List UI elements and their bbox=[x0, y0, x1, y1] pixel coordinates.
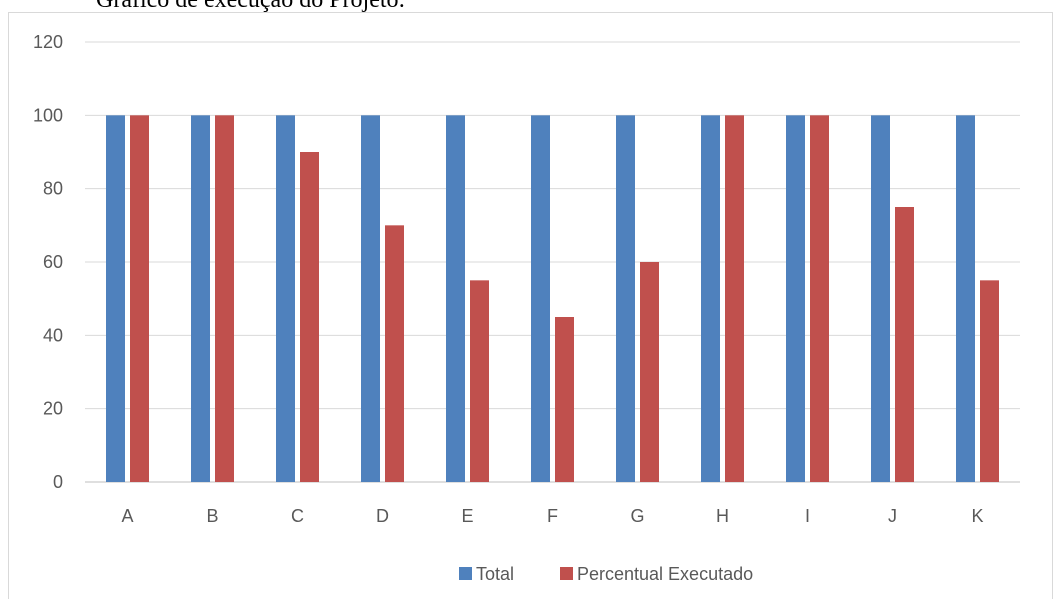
x-tick-label: A bbox=[121, 506, 133, 526]
bar-percentual-executado-k bbox=[980, 280, 999, 482]
y-tick-label: 0 bbox=[53, 472, 63, 492]
bar-total-d bbox=[361, 115, 380, 482]
bar-total-f bbox=[531, 115, 550, 482]
bar-percentual-executado-i bbox=[810, 115, 829, 482]
y-tick-label: 40 bbox=[43, 325, 63, 345]
y-tick-label: 100 bbox=[33, 105, 63, 125]
bar-percentual-executado-d bbox=[385, 225, 404, 483]
x-tick-label: E bbox=[461, 506, 473, 526]
x-tick-label: F bbox=[547, 506, 558, 526]
bar-percentual-executado-j bbox=[895, 207, 914, 482]
x-axis: A B C D E F G H I J K bbox=[121, 506, 983, 526]
x-tick-label: J bbox=[888, 506, 897, 526]
bar-total-a bbox=[106, 115, 125, 482]
y-axis: 0 20 40 60 80 100 120 bbox=[33, 32, 63, 492]
bar-percentual-executado-c bbox=[300, 152, 319, 482]
bar-total-k bbox=[956, 115, 975, 482]
y-tick-label: 60 bbox=[43, 252, 63, 272]
chart-frame bbox=[8, 12, 1053, 599]
x-tick-label: B bbox=[206, 506, 218, 526]
y-tick-label: 120 bbox=[33, 32, 63, 52]
bar-total-b bbox=[191, 115, 210, 482]
gridlines bbox=[85, 41, 1020, 483]
bar-percentual-executado-g bbox=[640, 262, 659, 482]
bar-percentual-executado-b bbox=[215, 115, 234, 482]
x-tick-label: G bbox=[630, 506, 644, 526]
x-tick-label: I bbox=[805, 506, 810, 526]
bar-total-c bbox=[276, 115, 295, 482]
chart-caption: Gráfico de execução do Projeto: bbox=[96, 0, 406, 13]
bar-total-e bbox=[446, 115, 465, 482]
bar-total-j bbox=[871, 115, 890, 482]
legend-swatch-total bbox=[459, 567, 472, 580]
bar-percentual-executado-e bbox=[470, 280, 489, 482]
bar-total-g bbox=[616, 115, 635, 482]
bar-percentual-executado-a bbox=[130, 115, 149, 482]
bar-percentual-executado-f bbox=[555, 317, 574, 482]
bar-percentual-executado-h bbox=[725, 115, 744, 482]
legend-swatch-percentual-executado bbox=[560, 567, 573, 580]
x-tick-label: C bbox=[291, 506, 304, 526]
legend: Total Percentual Executado bbox=[459, 564, 753, 584]
legend-label-percentual-executado: Percentual Executado bbox=[577, 564, 753, 584]
x-tick-label: H bbox=[716, 506, 729, 526]
legend-label-total: Total bbox=[476, 564, 514, 584]
y-tick-label: 80 bbox=[43, 179, 63, 199]
bar-total-h bbox=[701, 115, 720, 482]
bar-total-i bbox=[786, 115, 805, 482]
bars bbox=[106, 115, 999, 483]
x-tick-label: D bbox=[376, 506, 389, 526]
x-tick-label: K bbox=[971, 506, 983, 526]
y-tick-label: 20 bbox=[43, 399, 63, 419]
